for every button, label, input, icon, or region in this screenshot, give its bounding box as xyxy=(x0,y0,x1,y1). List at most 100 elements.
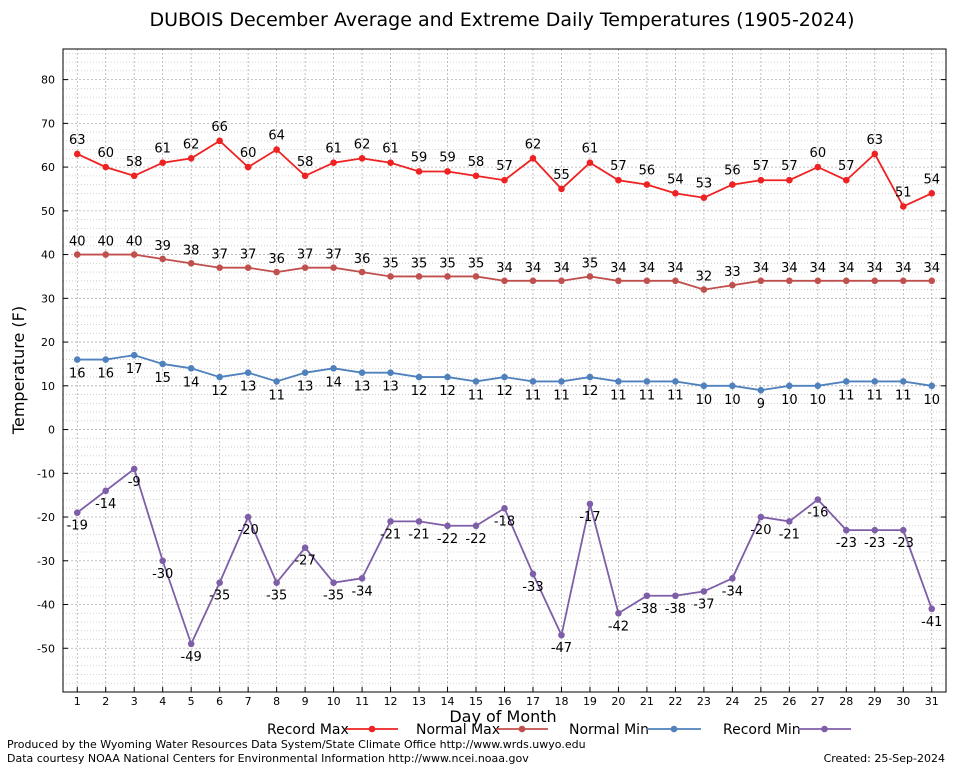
data-point xyxy=(273,268,280,276)
data-label: -21 xyxy=(779,527,800,542)
data-label: 39 xyxy=(154,239,171,254)
x-tick-label: 23 xyxy=(697,695,711,708)
data-point xyxy=(814,382,822,390)
data-label: 59 xyxy=(411,150,428,165)
data-point xyxy=(444,168,451,175)
data-point xyxy=(501,176,508,184)
data-label: 9 xyxy=(757,397,765,412)
data-point xyxy=(187,260,195,267)
data-point xyxy=(358,155,366,162)
data-point xyxy=(729,281,736,289)
data-label: -27 xyxy=(294,554,315,569)
data-point xyxy=(73,150,81,158)
data-label: 11 xyxy=(639,388,656,403)
data-label: -35 xyxy=(209,589,230,604)
data-point xyxy=(700,194,708,202)
data-label: -21 xyxy=(380,527,401,542)
footer-credit-line2: Data courtesy NOAA National Centers for … xyxy=(7,752,529,765)
x-tick-label: 5 xyxy=(188,695,195,708)
x-tick-label: 22 xyxy=(668,695,682,708)
data-point xyxy=(273,146,280,153)
data-label: 66 xyxy=(211,120,228,135)
data-point xyxy=(387,518,394,525)
data-point xyxy=(529,378,537,385)
data-point xyxy=(786,382,793,390)
data-label: -9 xyxy=(128,475,141,490)
data-point xyxy=(102,487,110,495)
legend-swatch-marker xyxy=(670,725,678,733)
legend-label: Record Max xyxy=(267,722,349,738)
data-point xyxy=(330,579,337,586)
data-point xyxy=(159,255,166,263)
data-point xyxy=(330,264,337,272)
data-label: 60 xyxy=(810,146,827,161)
data-point xyxy=(843,526,850,534)
data-point xyxy=(643,378,651,385)
x-tick-label: 3 xyxy=(131,695,138,708)
legend-label: Normal Max xyxy=(416,722,500,738)
data-label: 34 xyxy=(923,261,940,276)
y-tick-label: 80 xyxy=(41,74,55,87)
data-label: -34 xyxy=(351,584,372,599)
data-label: -38 xyxy=(636,602,657,617)
data-label: 17 xyxy=(126,362,143,377)
data-label: 40 xyxy=(126,235,143,250)
data-label: -38 xyxy=(665,602,686,617)
data-point xyxy=(415,373,423,381)
data-point xyxy=(472,273,480,280)
y-tick-label: -20 xyxy=(37,511,55,524)
data-point xyxy=(615,378,622,385)
data-point xyxy=(586,373,594,381)
data-point xyxy=(444,373,451,381)
x-tick-label: 29 xyxy=(868,695,882,708)
data-point xyxy=(871,378,879,385)
data-label: 37 xyxy=(240,248,257,263)
data-label: 34 xyxy=(838,261,855,276)
data-point xyxy=(415,168,423,175)
data-label: 32 xyxy=(696,270,713,285)
data-point xyxy=(501,373,508,381)
data-point xyxy=(786,176,793,184)
data-label: 37 xyxy=(211,248,228,263)
data-label: 10 xyxy=(781,393,798,408)
data-label: -17 xyxy=(579,510,600,525)
legend-swatch-marker xyxy=(518,725,526,733)
data-point xyxy=(643,181,651,188)
data-label: 61 xyxy=(582,142,599,157)
data-point xyxy=(729,181,736,188)
data-point xyxy=(928,277,936,285)
data-point xyxy=(558,631,565,639)
data-point xyxy=(244,513,252,521)
data-label: 40 xyxy=(69,235,86,250)
data-point xyxy=(472,522,480,530)
data-point xyxy=(700,286,708,293)
data-label: -37 xyxy=(693,597,714,612)
data-point xyxy=(73,356,81,363)
data-label: 15 xyxy=(154,371,171,386)
x-tick-label: 19 xyxy=(583,695,597,708)
data-point xyxy=(615,277,622,285)
legend-item: Normal Min xyxy=(569,722,701,738)
data-label: 11 xyxy=(610,388,627,403)
data-label: 34 xyxy=(610,261,627,276)
data-point xyxy=(672,378,679,385)
data-label: 10 xyxy=(696,393,713,408)
data-label: -23 xyxy=(836,536,857,551)
data-label: 11 xyxy=(468,388,485,403)
data-point xyxy=(273,579,280,586)
data-point xyxy=(273,378,280,385)
data-point xyxy=(187,365,195,372)
data-point xyxy=(187,640,195,648)
data-label: 64 xyxy=(268,129,285,144)
data-label: 10 xyxy=(724,393,741,408)
x-tick-label: 20 xyxy=(611,695,625,708)
x-tick-label: 27 xyxy=(811,695,825,708)
data-label: 35 xyxy=(411,256,428,271)
data-point xyxy=(358,574,366,582)
data-label: -22 xyxy=(465,532,486,547)
data-label: 58 xyxy=(468,155,485,170)
x-tick-label: 10 xyxy=(327,695,341,708)
data-label: 12 xyxy=(582,384,599,399)
x-tick-label: 13 xyxy=(412,695,426,708)
data-label: 62 xyxy=(183,137,200,152)
